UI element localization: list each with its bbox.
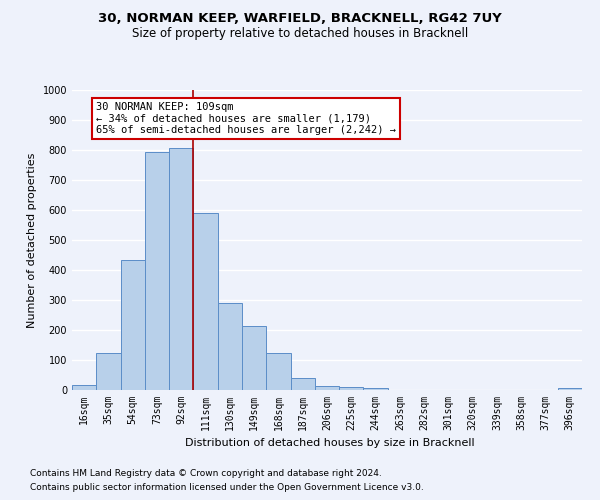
Bar (315, 386, 339, 390)
Y-axis label: Number of detached properties: Number of detached properties (27, 152, 37, 328)
Bar (364, 388, 388, 390)
Bar (242, 326, 266, 390)
Bar (218, 303, 242, 390)
Bar (121, 260, 145, 390)
Text: Contains HM Land Registry data © Crown copyright and database right 2024.: Contains HM Land Registry data © Crown c… (30, 468, 382, 477)
Bar (169, 148, 193, 390)
Bar (145, 152, 169, 390)
Bar (558, 388, 582, 390)
Bar (290, 378, 315, 390)
Text: 30 NORMAN KEEP: 109sqm
← 34% of detached houses are smaller (1,179)
65% of semi-: 30 NORMAN KEEP: 109sqm ← 34% of detached… (96, 102, 396, 135)
Text: 30, NORMAN KEEP, WARFIELD, BRACKNELL, RG42 7UY: 30, NORMAN KEEP, WARFIELD, BRACKNELL, RG… (98, 12, 502, 26)
Bar (96, 352, 121, 390)
Bar (72, 384, 96, 390)
Text: Size of property relative to detached houses in Bracknell: Size of property relative to detached ho… (132, 28, 468, 40)
Bar (266, 352, 290, 390)
Text: Contains public sector information licensed under the Open Government Licence v3: Contains public sector information licen… (30, 484, 424, 492)
Bar (193, 213, 218, 390)
Text: Distribution of detached houses by size in Bracknell: Distribution of detached houses by size … (185, 438, 475, 448)
Bar (339, 387, 364, 390)
